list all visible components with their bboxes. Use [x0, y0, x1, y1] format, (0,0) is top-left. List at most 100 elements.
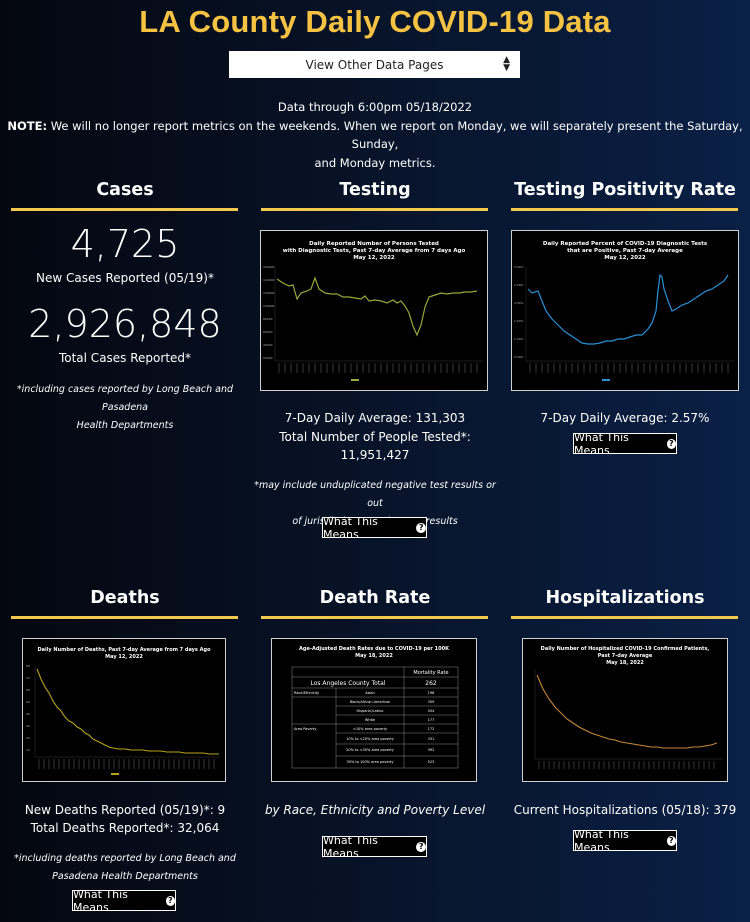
testing-legend-swatch [351, 379, 359, 381]
question-icon: ? [416, 522, 426, 533]
data-through-text: Data through 6:00pm 05/18/2022 [277, 100, 473, 114]
testing-rule [261, 208, 488, 211]
positivity-gridlines [525, 267, 734, 362]
positivity-y-ticks: 3.00% 2.50% 2.00% 1.50% 1.00% 0.50% [514, 265, 524, 359]
total-deaths-label: Total Deaths Reported*: 32,064 [30, 821, 220, 835]
deaths-chart-title1: Daily Number of Deaths, Past 7-day Avera… [37, 647, 211, 653]
svg-text:40: 40 [26, 712, 30, 716]
cases-title: Cases [96, 180, 154, 200]
deaths-chart: Daily Number of Deaths, Past 7-day Avera… [22, 638, 226, 782]
svg-text:30: 30 [26, 724, 30, 728]
testing-x-ticks [278, 363, 478, 373]
deaths-what-this-means-button[interactable]: What This Means? [72, 887, 176, 914]
deaths-title: Deaths [90, 588, 160, 608]
svg-text:80000: 80000 [263, 317, 273, 321]
svg-text:60000: 60000 [263, 330, 273, 334]
svg-text:100000: 100000 [263, 304, 275, 308]
deaths-chart-title2: May 12, 2022 [105, 654, 143, 660]
positivity-button-label: What This Means [574, 430, 629, 457]
death-rate-subtitle: by Race, Ethnicity and Poverty Level [264, 803, 486, 817]
sort-arrows-icon: ▲ ▼ [503, 55, 510, 73]
positivity-title: Testing Positivity Rate [514, 180, 736, 200]
svg-text:140000: 140000 [263, 278, 275, 282]
svg-text:50: 50 [26, 700, 30, 704]
new-cases-value: 4,725 [70, 222, 180, 266]
testing-chart: Daily Reported Number of Persons Tested … [260, 230, 488, 391]
mortality-rate-header: Mortality Rate [413, 670, 448, 676]
testing-button-label: What This Means [323, 514, 378, 541]
death-rate-table-text: Mortality Rate Los Angeles County Total … [294, 670, 449, 764]
la-total-value: 262 [425, 680, 437, 687]
hospital-gridlines [534, 669, 723, 760]
row-value: 177 [428, 718, 435, 722]
positivity-legend-swatch [602, 379, 610, 381]
total-cases-label: Total Cases Reported* [58, 351, 192, 365]
death-rate-button-label: What This Means [323, 833, 378, 860]
death-rate-what-this-means-button[interactable]: What This Means? [322, 833, 427, 860]
new-cases-label: New Cases Reported (05/19)* [36, 271, 214, 285]
testing-what-this-means-button[interactable]: What This Means? [322, 514, 427, 541]
positivity-chart-title2: that are Positive, Past 7-day Average [567, 248, 683, 254]
svg-text:0.50%: 0.50% [514, 355, 524, 359]
new-deaths-label: New Deaths Reported (05/19)*: 9 [24, 803, 226, 817]
positivity-x-ticks [529, 363, 729, 373]
row-label: 30% to 100% area poverty [346, 760, 393, 764]
hospital-x-ticks [538, 761, 715, 769]
death-rate-chart: Age-Adjusted Death Rates due to COVID-19… [271, 638, 477, 782]
testing-y-ticks: 160000 140000 120000 100000 80000 60000 4000… [263, 265, 275, 360]
total-cases-value: 2,926,848 [28, 302, 222, 346]
cases-footnote-line1: *including cases reported by Long Beach … [16, 384, 234, 413]
row-label: <10% area poverty [353, 727, 387, 731]
death-rate-title: Death Rate [319, 588, 431, 608]
testing-title: Testing [339, 180, 411, 200]
svg-text:3.00%: 3.00% [514, 265, 524, 269]
row-value: 309 [428, 700, 435, 704]
hospital-line [536, 674, 718, 749]
positivity-chart-title3: May 12, 2022 [604, 255, 646, 261]
la-total-label: Los Angeles County Total [310, 680, 385, 687]
svg-text:80: 80 [26, 664, 30, 668]
svg-text:2.00%: 2.00% [514, 301, 524, 305]
svg-text:160000: 160000 [263, 265, 275, 269]
row-value: 198 [428, 691, 435, 695]
positivity-chart-title1: Daily Reported Percent of COVID-19 Diagn… [543, 241, 708, 247]
row-value: 172 [428, 727, 435, 731]
note-label: NOTE: [7, 118, 48, 133]
positivity-avg: 7-Day Daily Average: 2.57% [540, 411, 710, 425]
deaths-x-ticks [38, 759, 215, 769]
testing-gridlines [274, 267, 483, 362]
row-label: 20% to <30% area poverty [346, 748, 394, 752]
hospital-chart-title3: May 18, 2022 [606, 660, 644, 666]
row-label: Hispanic/Latino [357, 709, 384, 713]
svg-text:1.50%: 1.50% [514, 319, 524, 323]
data-pages-select[interactable]: View Other Data Pages ▲ ▼ [229, 51, 520, 78]
death-rate-table-grid [291, 666, 459, 769]
hospital-rule [511, 616, 738, 619]
testing-chart-title2: with Diagnostic Tests, Past 7-day Averag… [283, 248, 466, 254]
question-icon: ? [666, 835, 676, 846]
testing-chart-title1: Daily Reported Number of Persons Tested [309, 241, 439, 247]
hospital-what-this-means-button[interactable]: What This Means? [573, 828, 677, 854]
testing-total-label: Total Number of People Tested*: [279, 430, 471, 444]
positivity-chart: Daily Reported Percent of COVID-19 Diagn… [511, 230, 739, 391]
testing-line [276, 276, 478, 337]
hospital-chart-title1: Daily Number of Hospitalized COVID-19 Co… [541, 646, 710, 652]
positivity-line [527, 273, 729, 345]
death-rate-chart-title2: May 18, 2022 [355, 653, 393, 659]
svg-text:120000: 120000 [263, 291, 275, 295]
row-value: 331 [428, 737, 435, 741]
deaths-line [36, 668, 219, 755]
svg-text:40000: 40000 [263, 343, 273, 347]
cases-footnote-line2: Health Departments [76, 420, 174, 431]
question-icon: ? [165, 895, 175, 906]
row-label: Asian [365, 691, 375, 695]
hospital-chart-title2: Past 7-day Average [598, 653, 653, 659]
deaths-y-ticks: 80 70 60 50 40 30 20 10 [26, 664, 30, 752]
deaths-footnote: *including deaths reported by Long Beach… [0, 850, 250, 886]
note-text-cont: and Monday metrics. [314, 155, 436, 170]
deaths-button-label: What This Means [73, 887, 128, 914]
death-rate-rule [261, 616, 488, 619]
deaths-gridlines [34, 665, 221, 758]
positivity-what-this-means-button[interactable]: What This Means? [573, 430, 677, 457]
cases-rule [11, 208, 238, 211]
